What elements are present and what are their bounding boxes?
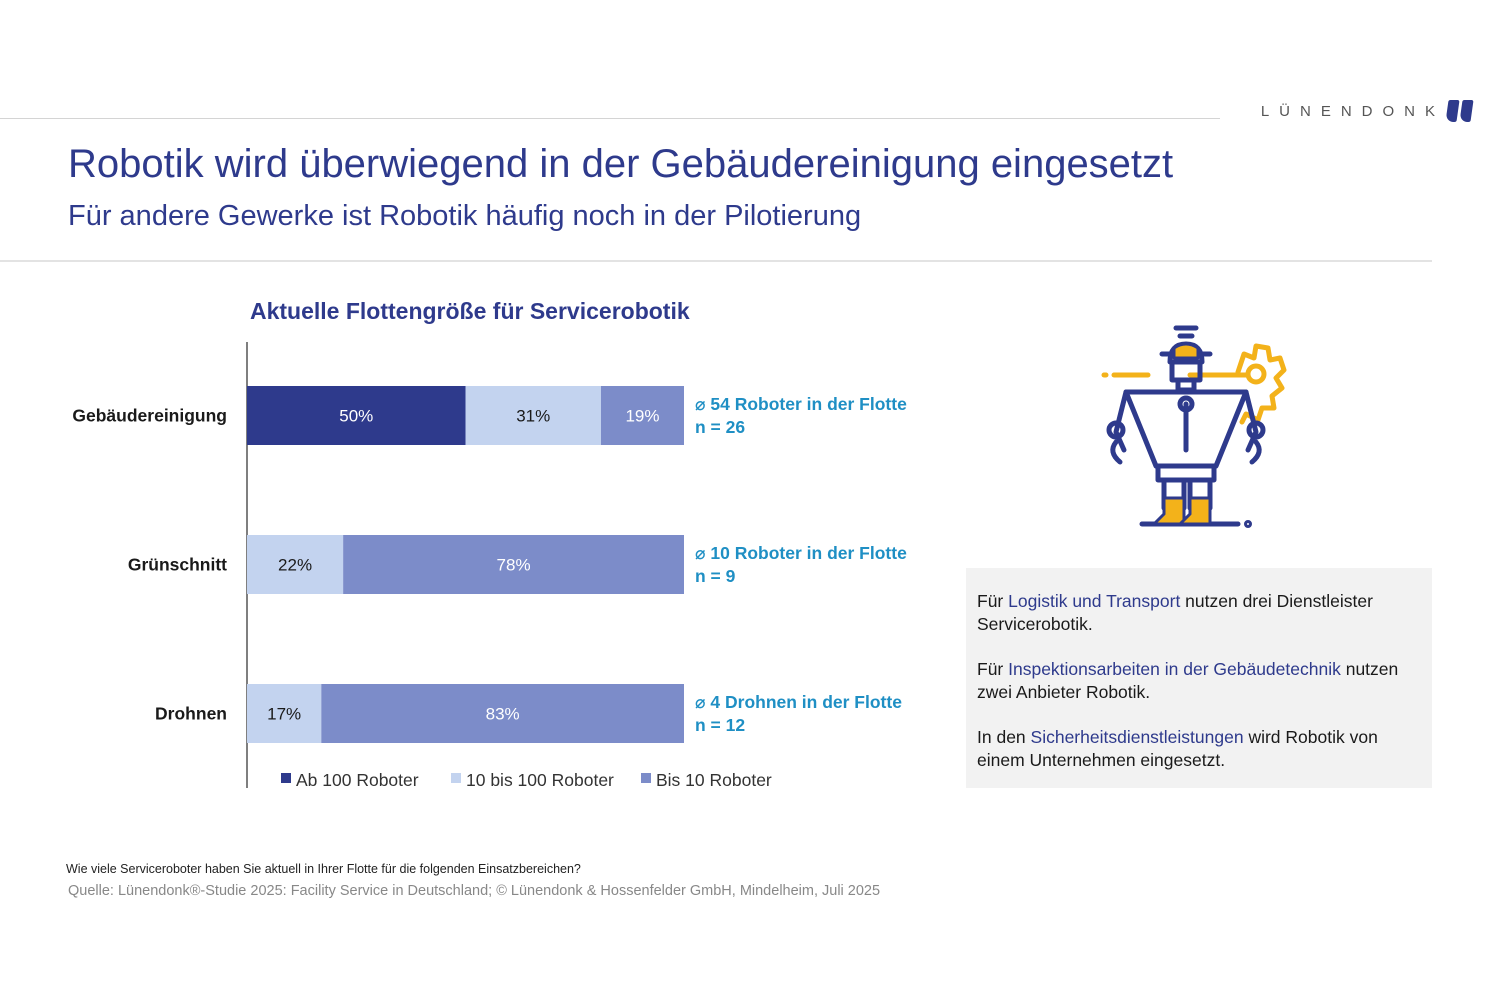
bar-segment: [247, 535, 344, 594]
info-highlight: Inspektionsarbeiten in der Gebäudetechni…: [1008, 659, 1341, 679]
info-paragraph-security: In den Sicherheitsdienstleistungen wird …: [977, 726, 1422, 772]
quote-mark-icon: [1445, 100, 1474, 122]
bar-segment: [343, 535, 684, 594]
robot-with-gear-icon: [1098, 322, 1298, 537]
info-highlight: Sicherheitsdienstleistungen: [1030, 727, 1244, 747]
legend-swatch: [641, 773, 651, 783]
sample-size-annotation: n = 12: [695, 715, 745, 735]
legend-swatch: [281, 773, 291, 783]
bar-segment: [465, 386, 601, 445]
category-label: Drohnen: [155, 704, 227, 724]
info-text: nutzen drei Dienstleister Servicerobotik…: [977, 591, 1373, 634]
category-label: Gebäudereinigung: [72, 406, 227, 426]
source-note: Quelle: Lünendonk®-Studie 2025: Facility…: [68, 883, 881, 899]
data-label: 83%: [486, 705, 520, 724]
fleet-average-annotation: ⌀ 54 Roboter in der Flotte: [695, 394, 907, 414]
bar-segment: [247, 684, 322, 743]
legend-swatch: [451, 773, 461, 783]
data-label: 17%: [267, 705, 301, 724]
page-subtitle: Für andere Gewerke ist Robotik häufig no…: [68, 200, 862, 232]
info-text: nutzen zwei Anbieter Robotik.: [977, 659, 1399, 702]
legend-label: 10 bis 100 Roboter: [466, 770, 614, 790]
info-paragraph-inspection: Für Inspektionsarbeiten in der Gebäudete…: [977, 658, 1422, 704]
bar-segment: [321, 684, 684, 743]
chart-title: Aktuelle Flottengröße für Servicerobotik: [250, 298, 690, 324]
sample-size-annotation: n = 26: [695, 417, 745, 437]
info-box: Für Logistik und Transport nutzen drei D…: [966, 568, 1432, 788]
fleet-average-annotation: ⌀ 4 Drohnen in der Flotte: [695, 692, 902, 712]
info-text: wird Robotik von einem Unternehmen einge…: [977, 727, 1378, 770]
info-text: In den: [977, 727, 1031, 747]
header-divider: [0, 260, 1432, 262]
sample-size-annotation: n = 9: [695, 566, 736, 586]
page-title: Robotik wird überwiegend in der Gebäuder…: [68, 142, 1174, 186]
data-label: 50%: [339, 407, 373, 426]
legend-label: Bis 10 Roboter: [656, 770, 772, 790]
fleet-average-annotation: ⌀ 10 Roboter in der Flotte: [695, 543, 907, 563]
brand-name: LÜNENDONK: [1260, 102, 1445, 120]
top-divider: [0, 118, 1220, 119]
info-highlight: Logistik und Transport: [1008, 591, 1181, 611]
stacked-bar-chart: Gebäudereinigung 50% 31% 19% ⌀ 54 Roboter in…: [72, 342, 907, 790]
survey-question: Wie viele Serviceroboter haben Sie aktue…: [66, 862, 581, 876]
info-text: Für: [977, 591, 1009, 611]
bar-segment: [247, 386, 466, 445]
info-paragraph-logistics: Für Logistik und Transport nutzen drei D…: [977, 590, 1422, 636]
category-label: Grünschnitt: [128, 555, 227, 575]
data-label: 19%: [625, 407, 659, 426]
data-label: 78%: [497, 556, 531, 575]
info-text: Für: [977, 659, 1009, 679]
brand-logo: LÜNENDONK: [1260, 100, 1474, 122]
bar-segment: [600, 386, 684, 445]
data-label: 22%: [278, 556, 312, 575]
data-label: 31%: [516, 407, 550, 426]
legend-label: Ab 100 Roboter: [296, 770, 419, 790]
